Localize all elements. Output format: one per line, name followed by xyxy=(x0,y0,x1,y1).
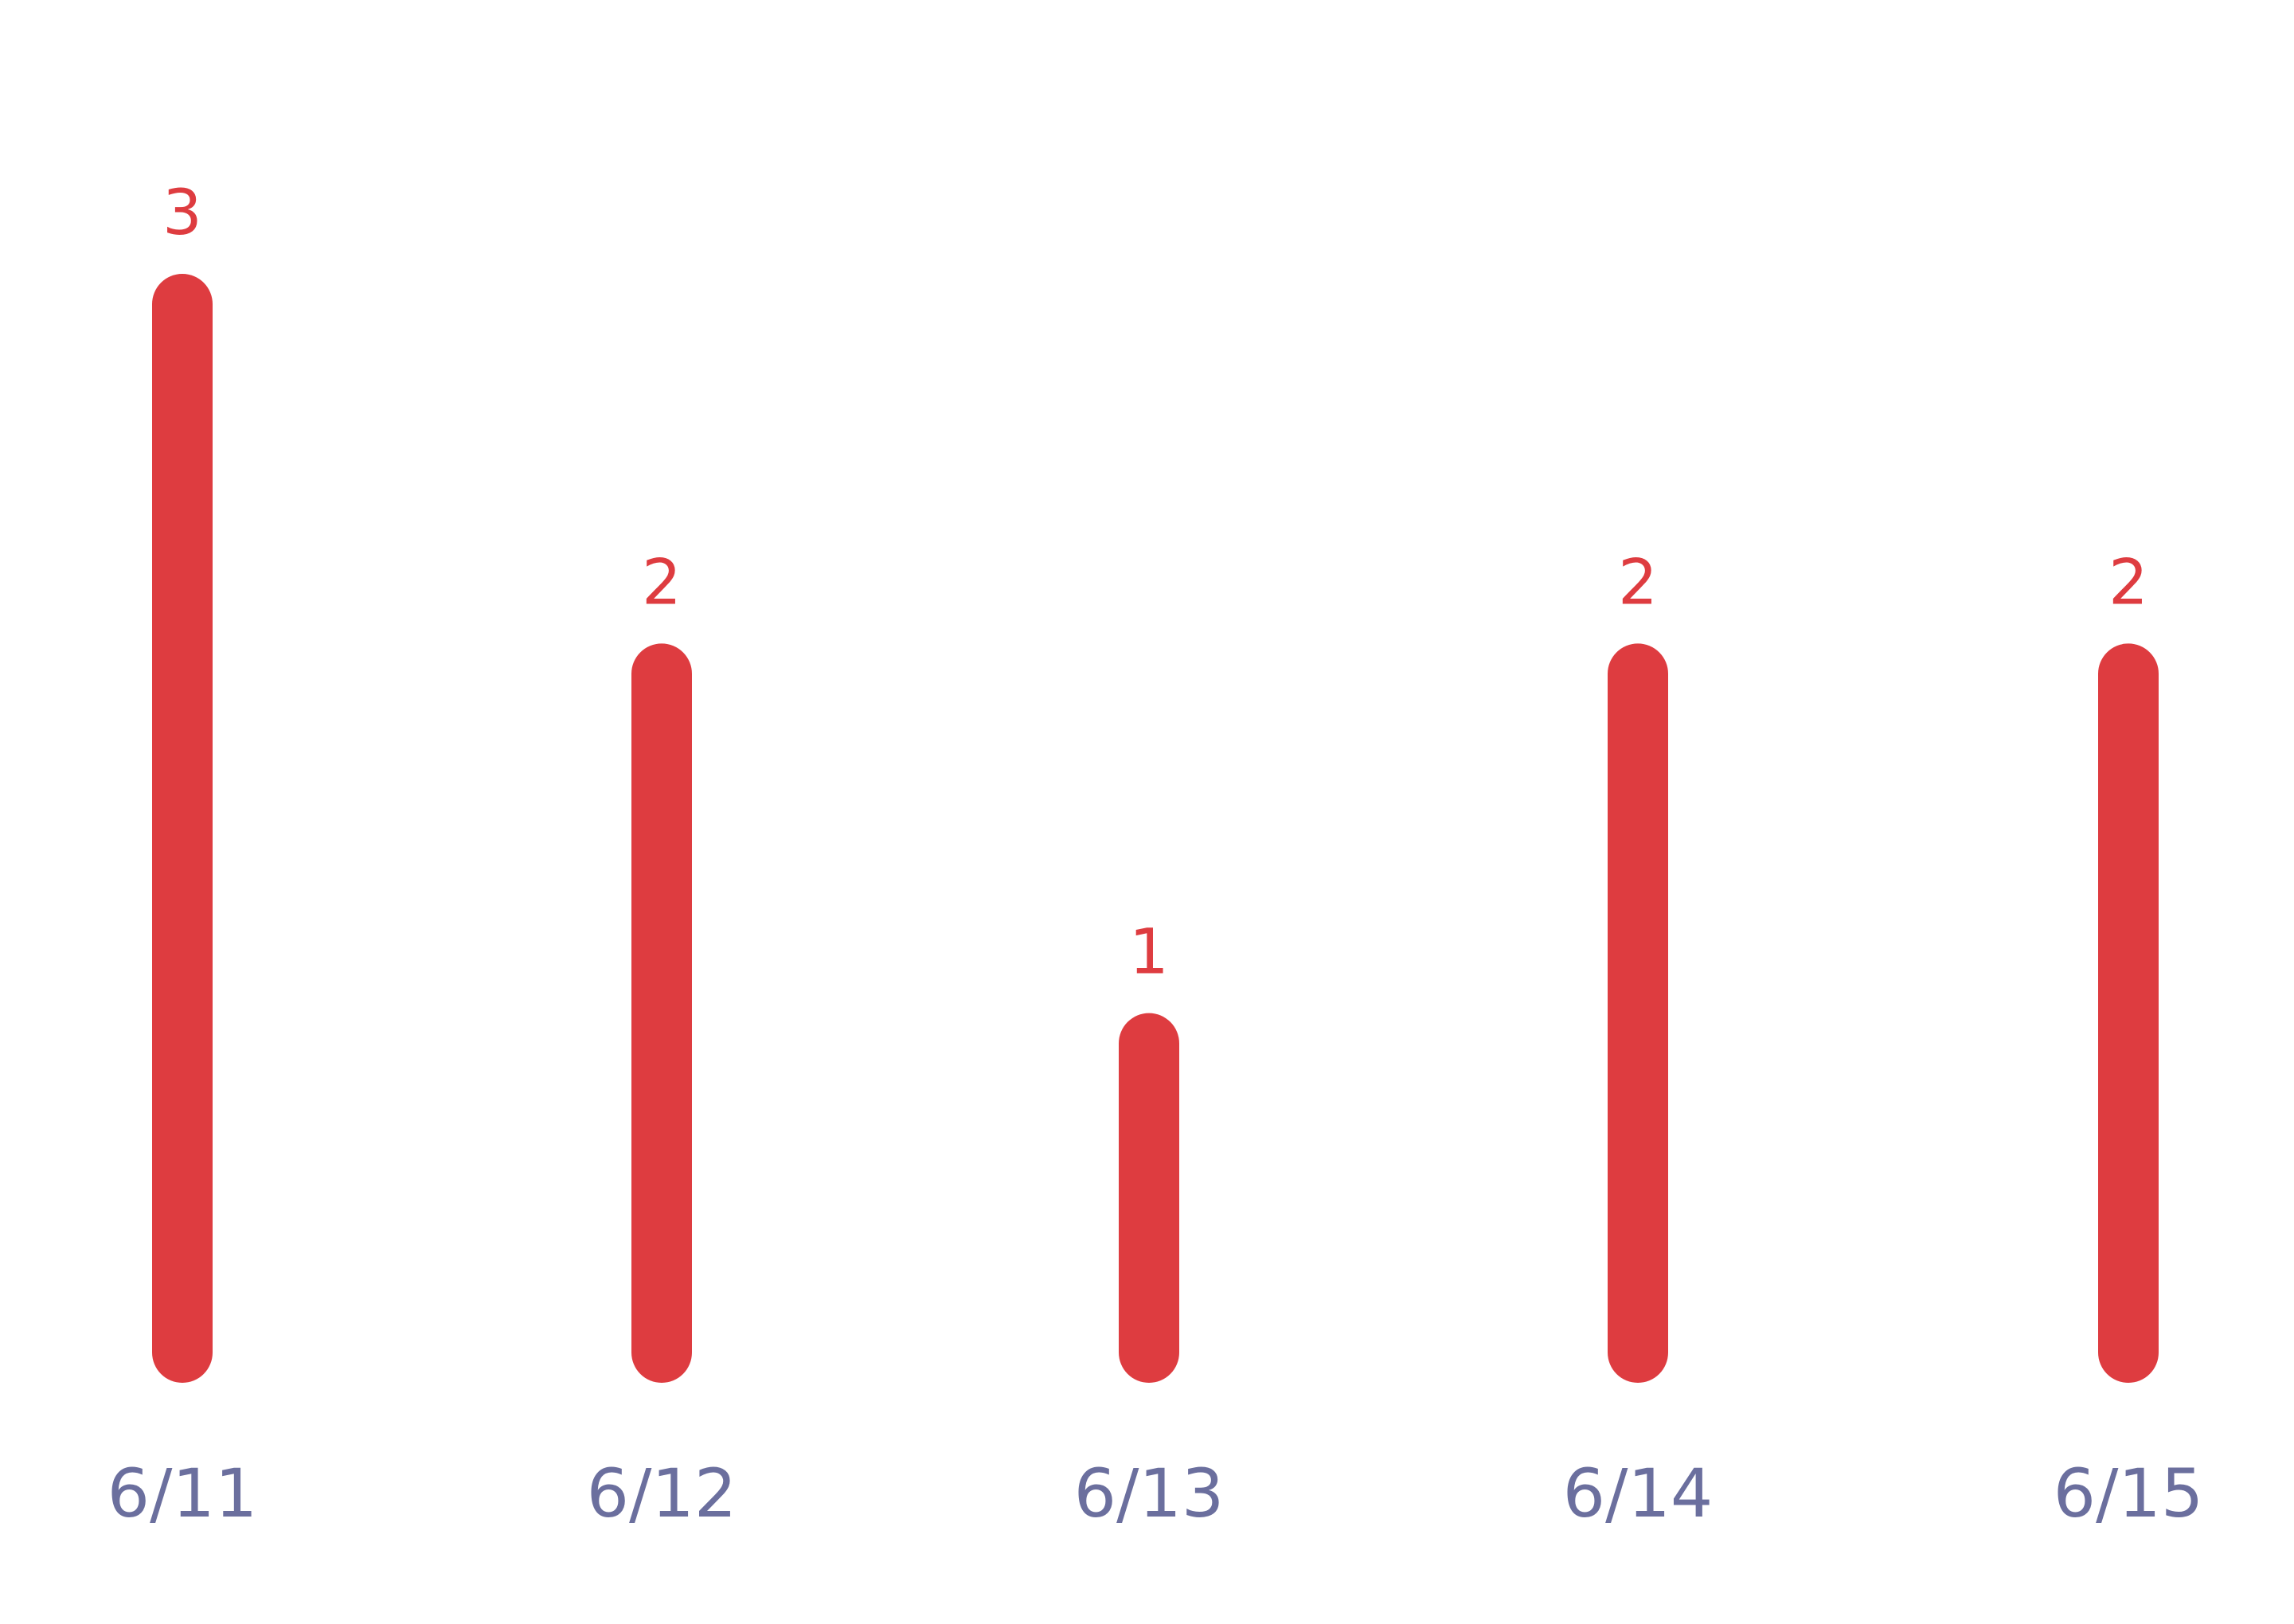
x-tick-label-6-11: 6/11 xyxy=(107,1454,258,1532)
bar-6-15 xyxy=(2098,643,2159,1383)
bar-6-13 xyxy=(1119,1013,1179,1383)
data-label-6-14: 2 xyxy=(1618,547,1658,619)
data-label-6-13: 1 xyxy=(1129,917,1169,989)
data-label-6-12: 2 xyxy=(642,547,682,619)
x-tick-label-6-15: 6/15 xyxy=(2054,1454,2204,1532)
x-tick-label-6-13: 6/13 xyxy=(1074,1454,1225,1532)
bar-6-14 xyxy=(1608,643,1668,1383)
data-label-6-11: 3 xyxy=(162,178,202,249)
bar-6-11 xyxy=(152,274,213,1383)
value-label-group: 3 2 1 2 2 xyxy=(162,178,2148,989)
x-tick-label-6-12: 6/12 xyxy=(587,1454,737,1532)
bar-6-12 xyxy=(631,643,692,1383)
bar-group xyxy=(152,274,2159,1383)
x-axis-tick-labels: 6/11 6/12 6/13 6/14 6/15 xyxy=(107,1454,2204,1532)
data-label-6-15: 2 xyxy=(2108,547,2148,619)
x-tick-label-6-14: 6/14 xyxy=(1563,1454,1714,1532)
